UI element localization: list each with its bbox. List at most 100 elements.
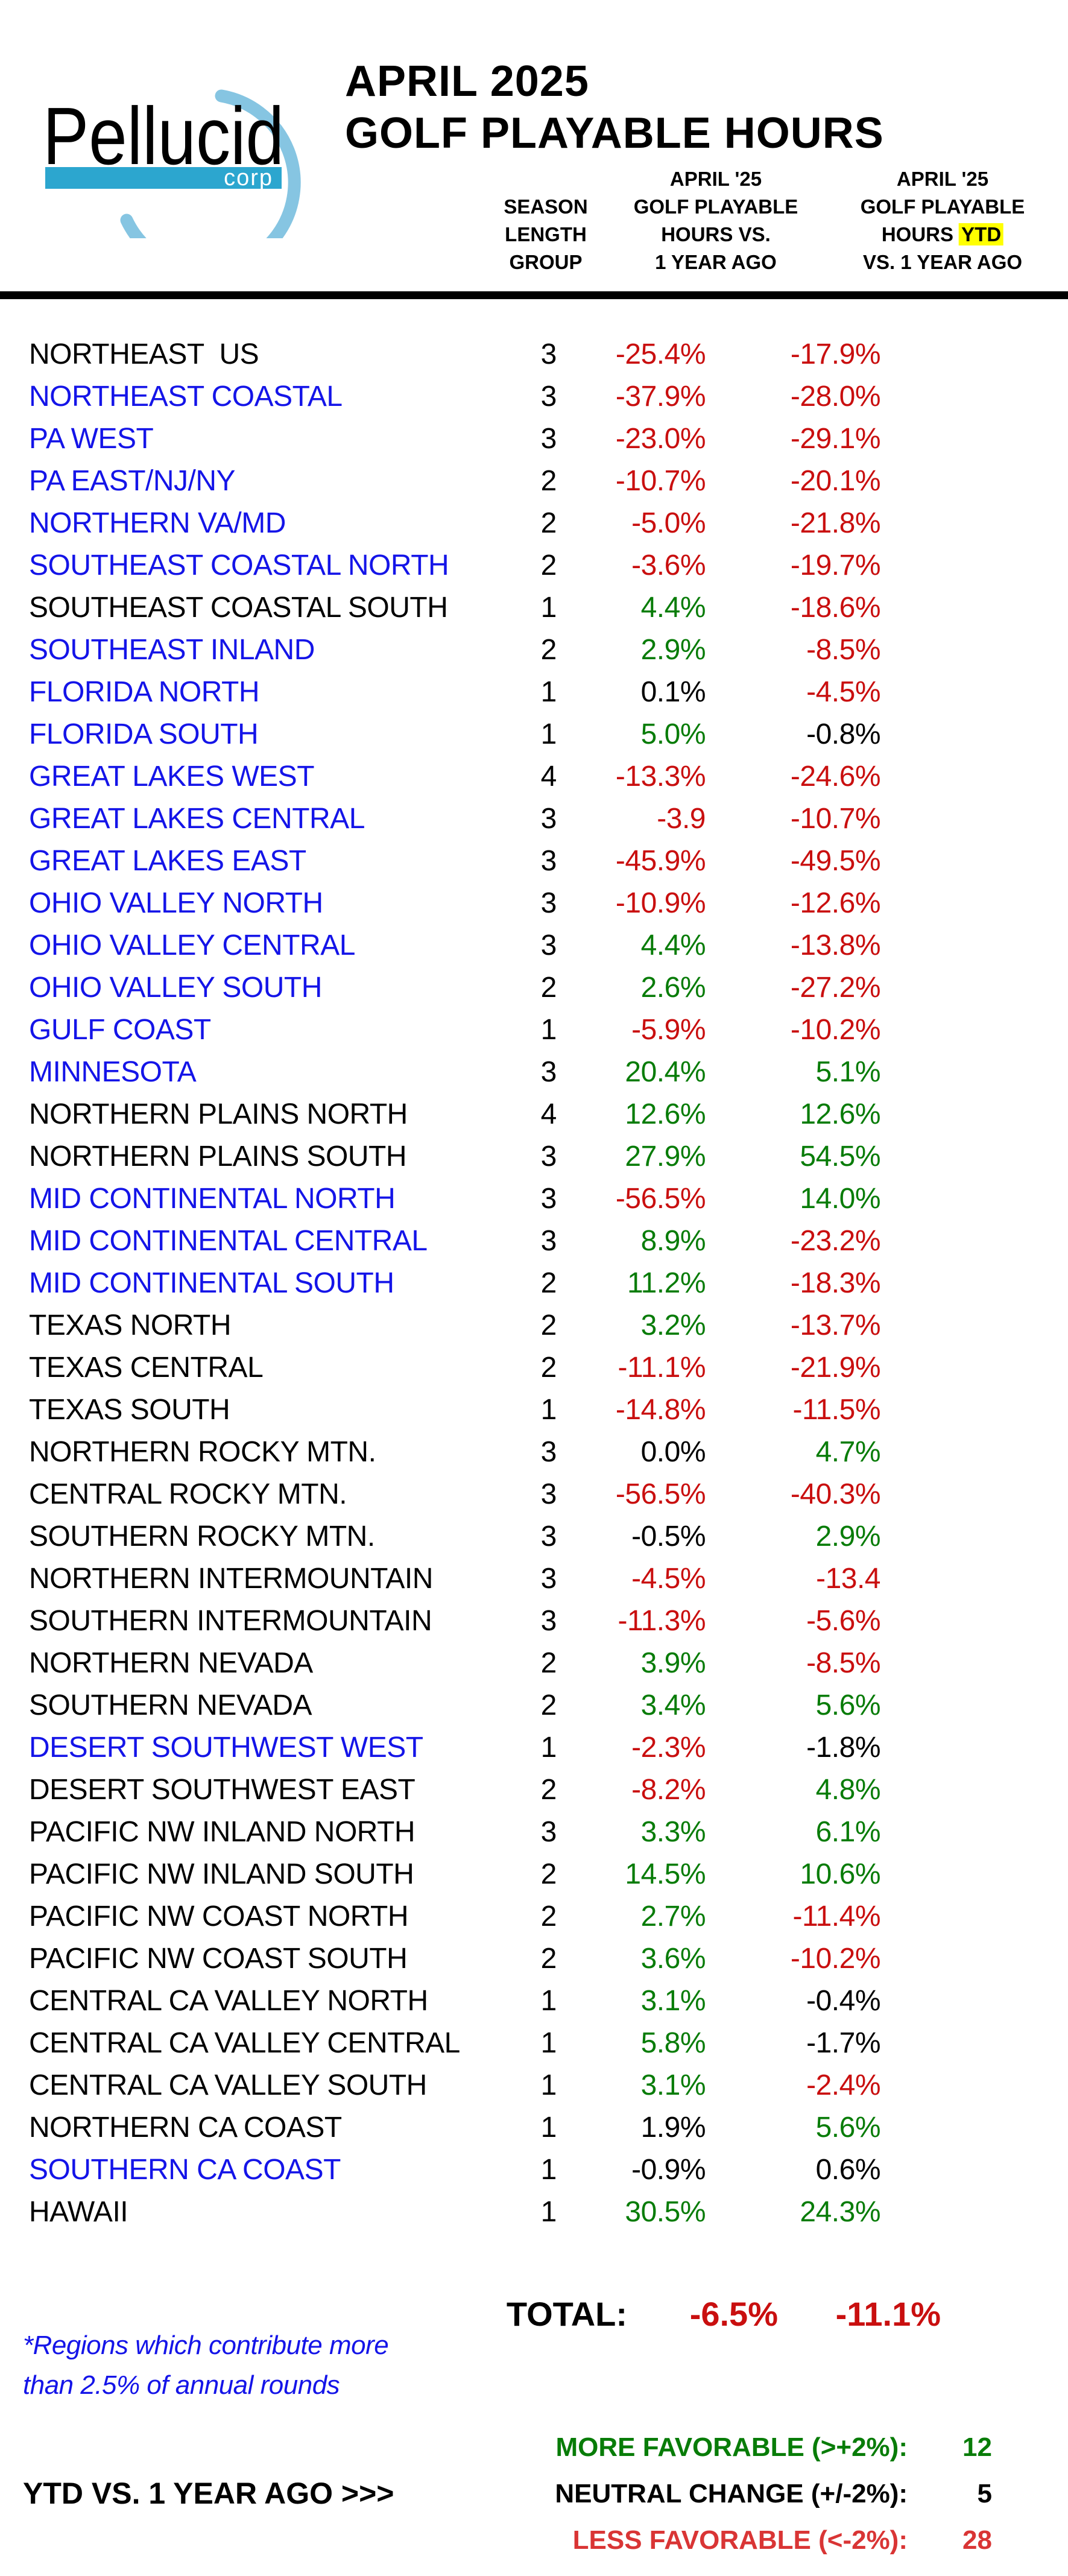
season-group-value: 1 [540,2069,557,2101]
table-row: NORTHERN PLAINS NORTH 4 12.6% 12.6% [0,1093,1068,1136]
apr-vs-year-ago-value: 3.1% [640,1985,706,2017]
region-name: TEXAS SOUTH [29,1394,230,1426]
col2-header-line: HOURS YTD [861,221,1025,248]
season-group-value: 3 [540,1816,557,1848]
total-row: TOTAL: -6.5% -11.1% [0,2291,1068,2338]
table-row: DESERT SOUTHWEST EAST 2 -8.2% 4.8% [0,1769,1068,1811]
table-row: MID CONTINENTAL SOUTH 2 11.2% -18.3% [0,1262,1068,1305]
ytd-vs-year-ago-value: -13.8% [790,929,881,961]
region-name: NORTHERN VA/MD [29,507,286,539]
apr-vs-year-ago-value: 3.2% [640,1309,706,1341]
apr-vs-year-ago-value: 4.4% [640,929,706,961]
season-group-value: 3 [540,1563,557,1595]
header-rule [0,291,1068,299]
apr-vs-year-ago-value: 3.4% [640,1689,706,1721]
ytd-vs-year-ago-value: 2.9% [815,1521,881,1552]
table-row: TEXAS NORTH 2 3.2% -13.7% [0,1305,1068,1347]
region-name: CENTRAL ROCKY MTN. [29,1478,347,1510]
season-group-value: 2 [540,1774,557,1806]
table-row: SOUTHERN ROCKY MTN. 3 -0.5% 2.9% [0,1516,1068,1558]
table-row: TEXAS CENTRAL 2 -11.1% -21.9% [0,1347,1068,1389]
season-group-value: 2 [540,1900,557,1932]
ytd-vs-year-ago-value: -24.6% [790,761,881,793]
table-row: SOUTHEAST COASTAL SOUTH 1 4.4% -18.6% [0,587,1068,629]
region-name: MINNESOTA [29,1056,197,1088]
favorability-legend: MORE FAVORABLE (>+2%): 12 NEUTRAL CHANGE… [0,2424,1068,2563]
ytd-vs-year-ago-value: -13.7% [790,1309,881,1341]
table-row: HAWAII 1 30.5% 24.3% [0,2191,1068,2233]
apr-vs-year-ago-value: 8.9% [640,1225,706,1257]
table-row: OHIO VALLEY NORTH 3 -10.9% -12.6% [0,882,1068,925]
region-name: SOUTHERN NEVADA [29,1689,312,1721]
table-row: MINNESOTA 3 20.4% 5.1% [0,1051,1068,1093]
apr-vs-year-ago-value: -11.3% [618,1605,706,1637]
col1-header-line: APRIL '25 [669,168,762,190]
table-row: PACIFIC NW INLAND SOUTH 2 14.5% 10.6% [0,1853,1068,1896]
apr-vs-year-ago-value: 12.6% [625,1098,706,1130]
col2-header-line: APRIL '25 [896,168,989,190]
apr-vs-year-ago-value: 2.7% [640,1900,706,1932]
report-title-subject: GOLF PLAYABLE HOURS [345,109,884,157]
table-row: NORTHEAST US 3 -25.4% -17.9% [0,334,1068,376]
col2-header-line: VS. 1 YEAR AGO [862,251,1023,273]
region-name: GREAT LAKES CENTRAL [29,803,365,835]
ytd-vs-year-ago-value: 4.7% [815,1436,881,1468]
col2-header-line: GOLF PLAYABLE [860,195,1025,218]
ytd-vs-year-ago-value: 0.6% [815,2154,881,2186]
season-group-value: 2 [540,507,557,539]
legend-label: MORE FAVORABLE (>+2%): [555,2432,908,2462]
table-row: PACIFIC NW COAST SOUTH 2 3.6% -10.2% [0,1938,1068,1980]
table-row: GREAT LAKES EAST 3 -45.9% -49.5% [0,840,1068,882]
region-name: DESERT SOUTHWEST EAST [29,1774,416,1806]
ytd-vs-year-ago-value: -0.8% [806,718,880,750]
ytd-vs-year-ago-value: -1.8% [806,1732,880,1764]
apr-vs-year-ago-value: 30.5% [625,2196,706,2228]
region-name: SOUTHEAST INLAND [29,634,315,666]
ytd-vs-year-ago-value: 24.3% [800,2196,880,2228]
season-group-value: 2 [540,634,557,666]
table-row: GREAT LAKES CENTRAL 3 -3.9 -10.7% [0,798,1068,840]
ytd-vs-year-ago-value: 10.6% [800,1858,880,1890]
ytd-vs-year-ago-value: -29.1% [790,423,881,455]
region-name: NORTHERN ROCKY MTN. [29,1436,376,1468]
region-name: SOUTHERN INTERMOUNTAIN [29,1605,432,1637]
season-group-value: 3 [540,929,557,961]
ytd-vs-year-ago-value: -11.5% [792,1394,880,1426]
ytd-vs-year-ago-value: -18.6% [790,592,881,624]
ytd-vs-year-ago-value: -21.8% [790,507,881,539]
season-group-value: 1 [540,2196,557,2228]
table-row: CENTRAL CA VALLEY NORTH 1 3.1% -0.4% [0,1980,1068,2022]
ytd-vs-year-ago-value: -27.2% [790,972,881,1004]
logo-corp-text: corp [224,165,273,191]
ytd-vs-year-ago-value: 4.8% [815,1774,881,1806]
table-row: NORTHERN PLAINS SOUTH 3 27.9% 54.5% [0,1136,1068,1178]
season-group-value: 2 [540,1267,557,1299]
pellucid-logo: Pellucid corp [33,33,323,277]
region-name: NORTHEAST US [29,338,259,370]
apr-vs-year-ago-value: -5.9% [631,1014,706,1046]
ytd-vs-year-ago-value: -10.7% [790,803,881,835]
table-row: SOUTHERN INTERMOUNTAIN 3 -11.3% -5.6% [0,1600,1068,1642]
season-group-value: 1 [540,2154,557,2186]
ytd-vs-year-ago-value: -0.4% [806,1985,880,2017]
total-label: TOTAL: [506,2295,627,2333]
legend-row: NEUTRAL CHANGE (+/-2%): 5 [0,2470,1068,2517]
apr-vs-year-ago-value: -56.5% [615,1183,706,1215]
region-name: OHIO VALLEY SOUTH [29,972,322,1004]
table-row: FLORIDA NORTH 1 0.1% -4.5% [0,671,1068,714]
table-row: DESERT SOUTHWEST WEST 1 -2.3% -1.8% [0,1727,1068,1769]
region-name: SOUTHERN ROCKY MTN. [29,1521,375,1552]
table-row: NORTHERN NEVADA 2 3.9% -8.5% [0,1642,1068,1685]
logo-corp-bar [45,167,282,189]
season-group-value: 1 [540,1394,557,1426]
regions-table: NORTHEAST US 3 -25.4% -17.9% NORTHEAST C… [0,334,1068,2233]
apr-vs-year-ago-value: -11.1% [618,1352,706,1384]
season-group-value: 3 [540,1478,557,1510]
region-name: CENTRAL CA VALLEY SOUTH [29,2069,427,2101]
ytd-vs-year-ago-value: 14.0% [800,1183,880,1215]
table-row: PA EAST/NJ/NY 2 -10.7% -20.1% [0,460,1068,502]
ytd-vs-year-ago-value: -2.4% [806,2069,880,2101]
apr-vs-year-ago-value: -2.3% [631,1732,706,1764]
season-group-value: 2 [540,1647,557,1679]
ytd-vs-year-ago-value: -4.5% [806,676,880,708]
